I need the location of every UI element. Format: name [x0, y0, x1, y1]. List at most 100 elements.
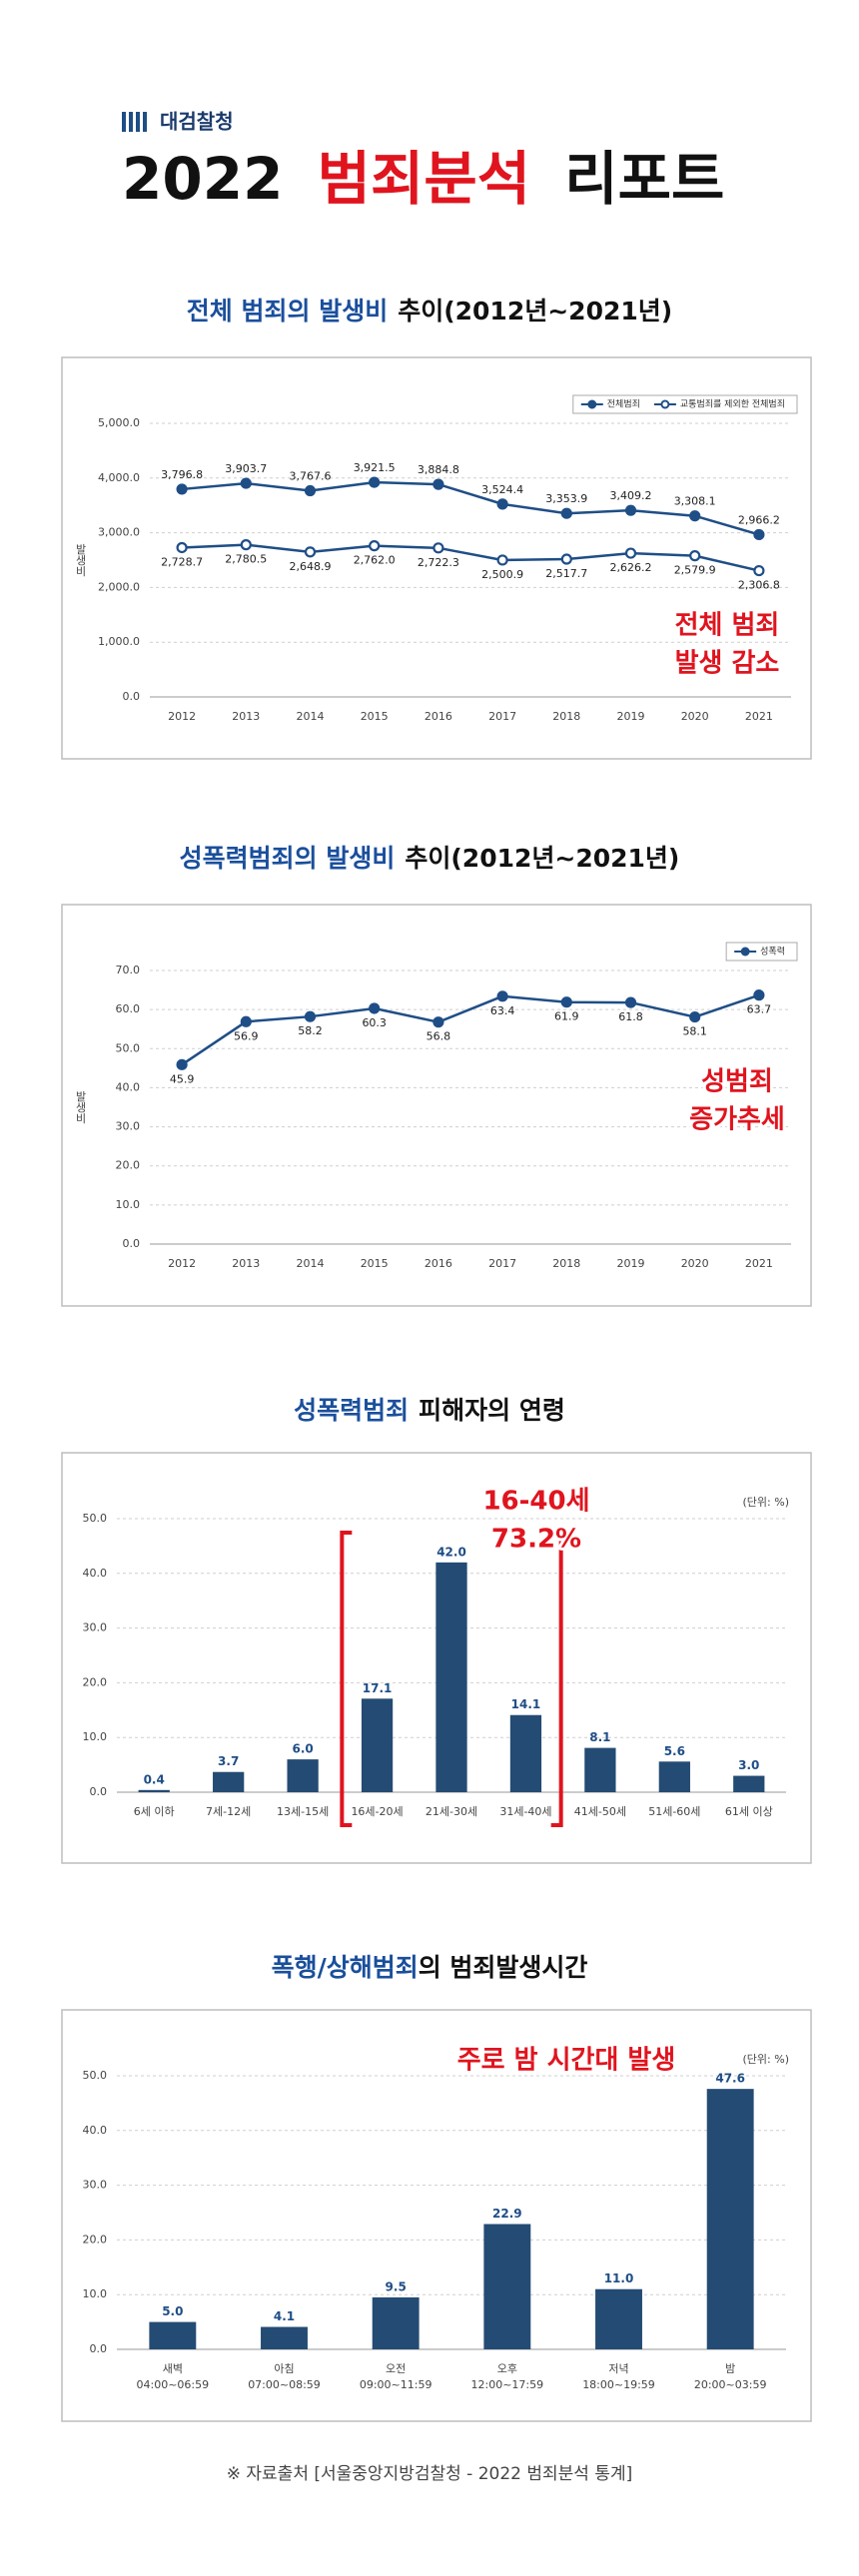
data-label: 14.1 — [511, 1697, 541, 1711]
chart-frame — [61, 904, 812, 1307]
y-axis-title: 발생비 — [74, 1090, 87, 1123]
y-axis-title: 발생비 — [74, 543, 87, 576]
x-tick-label: 2016 — [425, 1257, 452, 1270]
title-rest: 피해자의 연령 — [419, 1396, 565, 1425]
x-tick-label: 51세-60세 — [648, 1805, 700, 1818]
data-point — [176, 541, 188, 554]
x-tick-label: 6세 이하 — [134, 1804, 175, 1818]
series-line — [181, 480, 760, 536]
bar — [138, 1789, 170, 1792]
y-tick-label: 40.0 — [83, 2124, 108, 2137]
data-label: 56.8 — [427, 1030, 451, 1043]
data-point — [689, 510, 701, 522]
data-label: 3.7 — [218, 1754, 239, 1768]
x-tick-label: 31세-40세 — [499, 1805, 551, 1818]
x-tick-label: 2014 — [297, 710, 325, 723]
x-tick-label: 16세-20세 — [351, 1805, 403, 1818]
data-label: 61.9 — [554, 1010, 579, 1023]
data-point — [432, 542, 444, 554]
data-point — [496, 498, 508, 510]
legend-swatch-marker — [587, 399, 597, 409]
data-point — [304, 484, 317, 497]
bar — [435, 1562, 467, 1792]
data-point — [689, 550, 701, 562]
y-tick-label: 0.0 — [90, 2342, 108, 2355]
x-tick-label: 2017 — [488, 1257, 516, 1270]
y-tick-label: 5,000.0 — [98, 416, 140, 429]
x-tick-label: 2016 — [425, 710, 452, 723]
data-label: 2,966.2 — [738, 513, 780, 526]
data-label: 56.9 — [234, 1029, 259, 1042]
x-tick-label: 2018 — [552, 710, 580, 723]
source-note: ※ 자료출처 [서울중앙지방검찰청 - 2022 범죄분석 통계] — [227, 2464, 633, 2484]
bar — [595, 2288, 642, 2349]
y-tick-label: 10.0 — [116, 1198, 141, 1211]
data-point — [240, 1015, 252, 1027]
annotation: 성범죄 — [701, 1067, 773, 1097]
y-tick-label: 10.0 — [83, 2287, 108, 2300]
data-point — [753, 564, 765, 577]
x-tick-label: 2021 — [745, 710, 773, 723]
data-label: 3,767.6 — [290, 470, 332, 483]
data-label: 58.1 — [682, 1025, 707, 1038]
data-label: 3,903.7 — [225, 462, 267, 475]
legend-label: 교통범죄를 제외한 전체범죄 — [680, 398, 785, 410]
legend-frame — [725, 942, 798, 962]
data-point — [496, 990, 508, 1002]
y-tick-label: 40.0 — [116, 1080, 141, 1093]
data-label: 3.0 — [738, 1758, 759, 1772]
data-label: 2,517.7 — [545, 567, 587, 580]
y-tick-label: 4,000.0 — [98, 471, 140, 484]
x-tick-sublabel: 07:00~08:59 — [248, 2378, 321, 2391]
data-point — [176, 1058, 188, 1070]
data-point — [240, 539, 252, 551]
legend-swatch-marker — [660, 399, 670, 409]
legend-label: 전체범죄 — [607, 399, 640, 410]
data-label: 2,728.7 — [161, 555, 203, 568]
data-label: 2,500.9 — [481, 568, 523, 581]
x-tick-label: 13세-15세 — [277, 1805, 329, 1818]
data-label: 3,308.1 — [674, 495, 716, 508]
bar — [261, 2326, 308, 2349]
data-label: 9.5 — [386, 2279, 407, 2293]
x-tick-label: 2021 — [745, 1257, 773, 1270]
chart-title: 성폭력범죄의 발생비 추이(2012년~2021년) — [180, 844, 680, 873]
x-tick-sublabel: 12:00~17:59 — [471, 2378, 544, 2391]
data-label: 61.8 — [618, 1010, 643, 1023]
x-tick-sublabel: 18:00~19:59 — [582, 2378, 655, 2391]
data-label: 45.9 — [170, 1072, 195, 1085]
chart-title: 성폭력범죄 피해자의 연령 — [294, 1396, 565, 1425]
legend-swatch-marker — [740, 947, 750, 957]
x-tick-label: 2014 — [297, 1257, 325, 1270]
logo-icon — [122, 112, 147, 132]
title-rest: 의 범죄발생시간 — [419, 1953, 588, 1982]
data-label: 42.0 — [436, 1545, 466, 1559]
bar — [483, 2224, 531, 2349]
data-point — [369, 540, 381, 552]
unit-note: (단위: %) — [743, 1496, 789, 1509]
data-point — [240, 477, 252, 489]
data-label: 0.4 — [144, 1772, 165, 1786]
y-tick-label: 20.0 — [83, 1675, 108, 1688]
y-tick-label: 40.0 — [83, 1567, 108, 1580]
bar — [733, 1775, 765, 1792]
x-tick-label: 2020 — [681, 1257, 709, 1270]
annotation: 73.2% — [491, 1525, 581, 1555]
y-tick-label: 50.0 — [83, 2069, 108, 2082]
x-tick-label: 오전 — [386, 2362, 406, 2375]
data-label: 3,353.9 — [545, 492, 587, 505]
data-label: 2,648.9 — [290, 560, 332, 573]
data-label: 3,409.2 — [610, 489, 652, 502]
annotation: 발생 감소 — [675, 649, 780, 679]
data-point — [432, 1016, 444, 1028]
x-tick-label: 2017 — [488, 710, 516, 723]
y-tick-label: 0.0 — [123, 690, 141, 703]
data-label: 2,306.8 — [738, 579, 780, 592]
bar — [149, 2321, 197, 2349]
highlight-bracket — [340, 1531, 563, 1827]
legend-item: 성폭력 — [734, 946, 785, 958]
title-highlight: 범죄분석 — [318, 145, 530, 213]
report-title: 2022 범죄분석 리포트 — [122, 145, 724, 213]
x-tick-sublabel: 04:00~06:59 — [137, 2378, 210, 2391]
y-tick-label: 3,000.0 — [98, 526, 140, 539]
